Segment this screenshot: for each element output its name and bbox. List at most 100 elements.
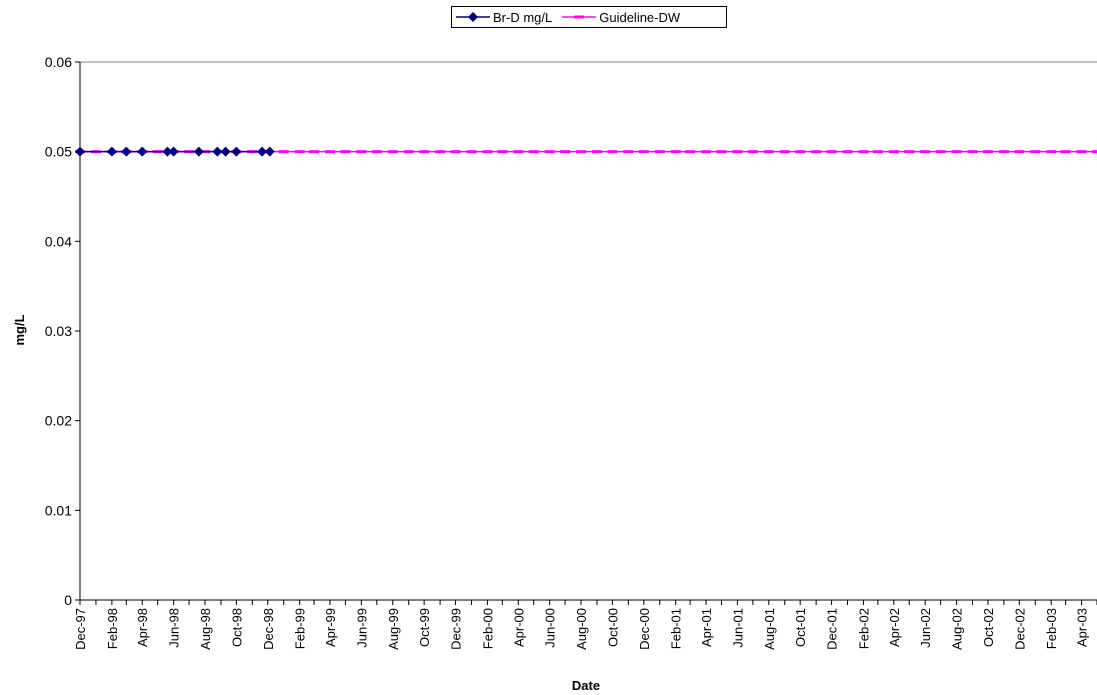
guideline-marker (716, 150, 727, 154)
guideline-marker (607, 150, 618, 154)
guideline-marker (811, 150, 822, 154)
x-tick-label: Apr-02 (887, 608, 902, 647)
guideline-marker (1030, 150, 1041, 154)
guideline-marker (278, 150, 289, 154)
guideline-marker (419, 150, 430, 154)
y-tick-label: 0.01 (45, 502, 72, 518)
x-tick-label: Aug-02 (950, 608, 965, 650)
guideline-marker (935, 150, 946, 154)
guideline-marker (340, 150, 351, 154)
x-tick-label: Apr-00 (511, 608, 526, 647)
x-tick-label: Oct-01 (793, 608, 808, 647)
guideline-marker (1060, 150, 1071, 154)
guideline-marker (779, 150, 790, 154)
x-tick-label: Feb-03 (1044, 608, 1059, 649)
x-tick-label: Aug-00 (574, 608, 589, 650)
x-tick-label: Oct-02 (981, 608, 996, 647)
guideline-marker (528, 150, 539, 154)
guideline-marker (951, 150, 962, 154)
guideline-marker (387, 150, 398, 154)
x-axis-label: Date (572, 678, 600, 693)
x-tick-label: Oct-00 (605, 608, 620, 647)
guideline-marker (904, 150, 915, 154)
guideline-marker (623, 150, 634, 154)
x-tick-label: Aug-98 (198, 608, 213, 650)
guideline-marker (670, 150, 681, 154)
guideline-marker (560, 150, 571, 154)
br-d-point (264, 146, 275, 157)
x-tick-label: Oct-99 (417, 608, 432, 647)
guideline-marker (701, 150, 712, 154)
x-tick-label: Dec-02 (1012, 608, 1027, 650)
guideline-marker (1014, 150, 1025, 154)
guideline-marker (1046, 150, 1057, 154)
guideline-marker (967, 150, 978, 154)
br-d-point (162, 146, 173, 157)
x-tick-label: Apr-98 (135, 608, 150, 647)
x-tick-label: Dec-01 (825, 608, 840, 650)
br-d-point (121, 146, 132, 157)
y-tick-label: 0.04 (45, 233, 72, 249)
guideline-marker (685, 150, 696, 154)
guideline-marker (982, 150, 993, 154)
guideline-marker (998, 150, 1009, 154)
guideline-marker (482, 150, 493, 154)
guideline-marker (654, 150, 665, 154)
guideline-marker (371, 150, 382, 154)
chart-axes: 0 0.01 0.02 0.03 0.04 0.05 0.06 Dec-97 Feb-98 Apr… (45, 54, 1097, 650)
guideline-marker (872, 150, 883, 154)
x-tick-label: Oct-98 (229, 608, 244, 647)
x-tick-label: Apr-03 (1075, 608, 1090, 647)
br-d-point (212, 146, 223, 157)
guideline-marker (309, 150, 320, 154)
x-tick-label: Jun-02 (918, 608, 933, 648)
x-tick-label: Apr-99 (323, 608, 338, 647)
y-axis-label: mg/L (12, 314, 27, 345)
guideline-marker (576, 150, 587, 154)
y-tick-label: 0 (64, 592, 72, 608)
guideline-marker (842, 150, 853, 154)
guideline-marker (826, 150, 837, 154)
guideline-marker (888, 150, 899, 154)
x-tick-label: Aug-99 (386, 608, 401, 650)
legend-item-series-1: Br-D mg/L (456, 10, 552, 25)
br-d-point (257, 146, 268, 157)
x-tick-label: Feb-01 (669, 608, 684, 649)
legend-item-series-2: Guideline-DW (562, 10, 680, 25)
guideline-marker (466, 150, 477, 154)
guideline-marker (435, 150, 446, 154)
br-d-point (75, 146, 85, 157)
series-br-d (75, 146, 275, 157)
x-tick-label: Aug-01 (762, 608, 777, 650)
br-d-point (193, 146, 204, 157)
legend-swatch-series-2 (562, 15, 597, 19)
guideline-marker (513, 150, 524, 154)
guideline-marker (544, 150, 555, 154)
x-tick-label: Feb-98 (105, 608, 120, 649)
br-d-point (220, 146, 231, 157)
guideline-marker (763, 150, 774, 154)
guideline-marker (858, 150, 869, 154)
x-tick-label: Dec-98 (261, 608, 276, 650)
guideline-marker (920, 150, 931, 154)
x-tick-label: Apr-01 (699, 608, 714, 647)
x-tick-label: Feb-99 (293, 608, 308, 649)
legend-swatch-series-1 (456, 12, 490, 22)
guideline-marker (1076, 150, 1087, 154)
y-tick-label: 0.06 (45, 54, 72, 70)
x-tick-label: Feb-00 (480, 608, 495, 649)
guideline-marker (747, 150, 758, 154)
br-d-point (137, 146, 148, 157)
x-tick-label: Jun-01 (730, 608, 745, 648)
guideline-marker (795, 150, 806, 154)
chart-legend: Br-D mg/L Guideline-DW (451, 6, 727, 28)
x-tick-label: Jun-99 (354, 608, 369, 648)
y-tick-label: 0.05 (45, 144, 72, 160)
x-tick-label: Dec-99 (449, 608, 464, 650)
guideline-marker (356, 150, 367, 154)
br-d-point (231, 146, 242, 157)
guideline-marker (403, 150, 414, 154)
guideline-marker (325, 150, 336, 154)
x-tick-label: Feb-02 (856, 608, 871, 649)
